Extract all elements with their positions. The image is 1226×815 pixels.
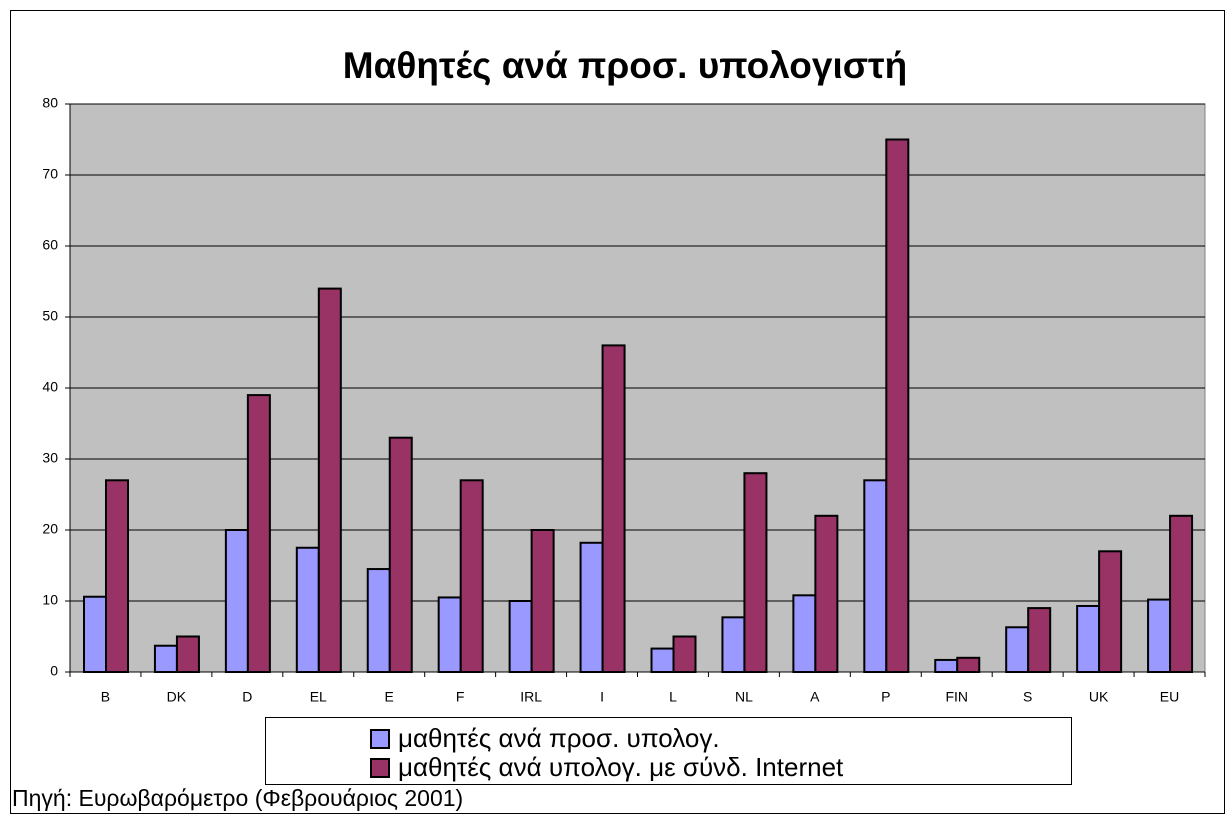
- bar: [1005, 626, 1030, 674]
- x-tick-label: DK: [167, 689, 187, 705]
- y-tick-label: 10: [42, 592, 58, 608]
- bar: [508, 600, 533, 673]
- y-tick-label: 70: [42, 166, 58, 182]
- bar: [1027, 607, 1052, 673]
- bar: [743, 472, 768, 674]
- x-tick-label: FIN: [945, 689, 968, 705]
- bar: [956, 656, 981, 673]
- x-tick-label: EL: [310, 689, 327, 705]
- bar: [672, 635, 697, 673]
- legend-label: μαθητές ανά υπολογ. με σύνδ. Internet: [398, 752, 844, 782]
- bar: [153, 644, 178, 673]
- bar: [792, 594, 817, 674]
- bar: [814, 514, 839, 673]
- bar: [366, 568, 391, 673]
- x-tick-label: NL: [735, 689, 753, 705]
- bar: [1098, 550, 1123, 673]
- bar: [175, 635, 200, 673]
- x-tick-label: IRL: [520, 689, 542, 705]
- bar: [1169, 514, 1194, 673]
- y-tick-label: 30: [42, 450, 58, 466]
- bar: [1076, 604, 1101, 673]
- legend-box: [265, 717, 1072, 785]
- bar: [934, 658, 959, 673]
- y-tick-label: 20: [42, 521, 58, 537]
- x-tick-label: UK: [1089, 689, 1109, 705]
- bar: [601, 344, 626, 673]
- x-tick-label: EU: [1160, 689, 1179, 705]
- bar: [650, 647, 675, 674]
- legend-label: μαθητές ανά προσ. υπολογ.: [398, 723, 720, 753]
- legend-swatch: [370, 729, 390, 749]
- bar: [530, 529, 555, 673]
- bar: [437, 596, 462, 674]
- bar: [459, 479, 484, 673]
- x-tick-label: L: [669, 689, 677, 705]
- y-tick-label: 0: [50, 663, 58, 679]
- chart-title: Μαθητές ανά προσ. υπολογιστή: [343, 45, 907, 86]
- y-tick-label: 40: [42, 379, 58, 395]
- bar: [388, 436, 413, 674]
- y-tick-label: 50: [42, 308, 58, 324]
- x-tick-label: D: [242, 689, 252, 705]
- bar: [224, 529, 249, 673]
- legend-swatch: [370, 758, 390, 778]
- bar: [885, 138, 910, 673]
- x-tick-label: I: [600, 689, 604, 705]
- bar: [1147, 598, 1172, 674]
- source-note: Πηγή: Ευρωβαρόμετρο (Φεβρουάριος 2001): [12, 785, 463, 811]
- bar: [579, 541, 604, 674]
- x-tick-label: A: [810, 689, 820, 705]
- bar: [105, 479, 129, 673]
- bar: [317, 287, 342, 673]
- bar: [83, 595, 107, 673]
- y-tick-label: 80: [42, 95, 58, 111]
- y-tick-label: 60: [42, 237, 58, 253]
- x-tick-label: S: [1023, 689, 1032, 705]
- bar: [295, 546, 320, 673]
- x-tick-label: P: [881, 689, 890, 705]
- bar: [863, 479, 888, 673]
- x-tick-label: E: [385, 689, 394, 705]
- x-tick-label: B: [101, 689, 110, 705]
- bar: [721, 616, 746, 674]
- bar: [246, 394, 271, 673]
- x-tick-label: F: [456, 689, 465, 705]
